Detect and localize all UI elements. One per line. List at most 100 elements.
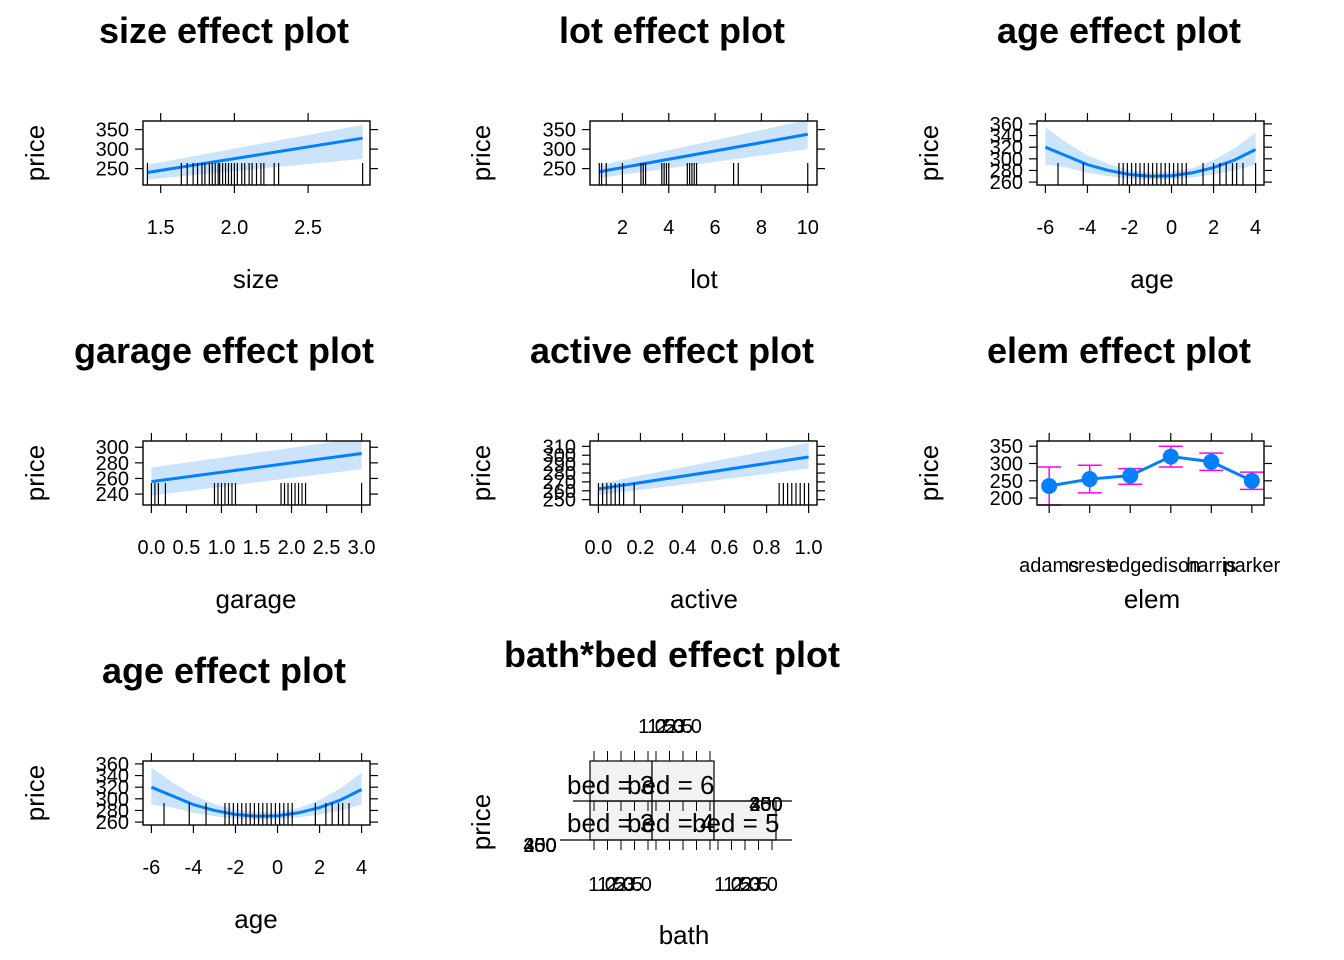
chart-title: lot effect plot [559,10,785,51]
y-tick-label: 320 [96,777,129,799]
y-tick-label: 240 [96,484,129,506]
strip-label: bed = 4 [627,808,714,838]
x-tick-label: 4 [356,857,367,879]
y-tick-label: 250 [749,794,782,816]
y-tick-label: 300 [990,149,1023,171]
x-tick-label: 0.6 [711,537,739,559]
x-tick-label: 2 [617,217,628,239]
y-tick-label: 320 [990,137,1023,159]
y-tick-label: 340 [96,766,129,788]
x-tick-label: adams [1019,555,1079,577]
x-tick-label: 2.5 [741,874,769,896]
y-tick-label: 250 [523,835,556,857]
y-tick-label: 280 [96,800,129,822]
x-tick-label: 1.5 [147,217,175,239]
x-tick-label: 2.0 [656,716,684,738]
x-tick-label: 0.2 [627,537,655,559]
x-tick-label: -4 [185,857,203,879]
y-axis-label: price [20,445,50,501]
x-tick-label: 2.0 [606,874,634,896]
y-tick-label: 290 [543,454,576,476]
x-tick-label: 1.0 [714,874,742,896]
x-tick-label: 1.0 [795,537,823,559]
x-tick-label: 1.5 [723,874,751,896]
y-axis-label: price [20,125,50,181]
effect-point [1243,472,1260,489]
x-axis-label: bath [659,920,710,950]
y-tick-label: 280 [96,453,129,475]
x-tick-label: 0.0 [585,537,613,559]
plot-area [598,121,809,178]
x-tick-label: 2 [1208,217,1219,239]
y-tick-label: 340 [990,126,1023,148]
chart-title: bath*bed effect plot [504,634,840,675]
x-tick-label: 3.0 [348,537,376,559]
y-axis-label: price [466,125,496,181]
confidence-band [1045,127,1256,180]
x-axis-label: active [670,584,738,614]
y-tick-label: 300 [990,453,1023,475]
y-tick-label: 450 [749,794,782,816]
effect-point [1203,453,1220,470]
panel-frame [142,120,371,186]
x-tick-label: 1.5 [647,716,675,738]
panel-frame [142,440,371,506]
y-tick-label: 310 [543,436,576,458]
y-tick-label: 360 [990,114,1023,136]
x-tick-label: harris [1186,555,1236,577]
panel-3: garage effect plot 0.0 0.5 1.0 1.5 2.0 2.5 3.0 2… [20,330,378,614]
x-tick-label: crest [1068,555,1112,577]
x-tick-label: 2 [314,857,325,879]
y-tick-label: 250 [543,159,576,181]
y-tick-label: 300 [96,139,129,161]
y-tick-label: 450 [523,835,556,857]
x-axis-label: garage [216,584,297,614]
strip-label: bed = 3 [567,770,654,800]
y-axis-label: price [914,445,944,501]
plot-area [598,442,809,496]
x-tick-label: 8 [756,217,767,239]
y-axis-label: price [914,125,944,181]
x-tick-label: -2 [1121,217,1139,239]
confidence-band [151,767,362,820]
y-tick-label: 350 [523,835,556,857]
strip-label: bed = 6 [627,770,714,800]
panel-6: age effect plot -6 -4 -2 0 2 4 2602803003203403… [20,650,378,934]
chart-title: garage effect plot [74,330,374,371]
y-axis-label: price [466,794,496,850]
x-tick-label: 2.0 [220,217,248,239]
effect-line [151,452,362,484]
x-tick-label: edison [1141,555,1200,577]
plot-area [1044,127,1257,180]
x-tick-label: parker [1223,555,1280,577]
panel-frame [1036,120,1265,186]
y-tick-label: 260 [96,812,129,834]
effect-line [147,136,363,174]
x-tick-label: 2.0 [278,537,306,559]
y-axis-label: price [20,765,50,821]
sub-panel [589,800,653,841]
y-tick-label: 300 [96,437,129,459]
chart-title: age effect plot [997,10,1241,51]
x-tick-label: 1.0 [588,874,616,896]
x-tick-label: 1.5 [597,874,625,896]
x-tick-label: 6 [710,217,721,239]
confidence-band [599,121,808,178]
x-tick-label: 0.4 [669,537,697,559]
y-tick-label: 260 [990,172,1023,194]
y-tick-label: 270 [543,472,576,494]
y-axis-label: price [466,445,496,501]
strip-label: bed = 5 [692,808,779,838]
x-tick-label: 2.0 [732,874,760,896]
y-tick-label: 300 [523,835,556,857]
x-tick-label: 2.5 [665,716,693,738]
x-tick-label: 3.0 [674,716,702,738]
chart-title: elem effect plot [987,330,1251,371]
x-axis-label: age [234,904,277,934]
x-tick-label: 0 [272,857,283,879]
x-tick-label: 2.5 [294,217,322,239]
y-tick-label: 250 [96,159,129,181]
